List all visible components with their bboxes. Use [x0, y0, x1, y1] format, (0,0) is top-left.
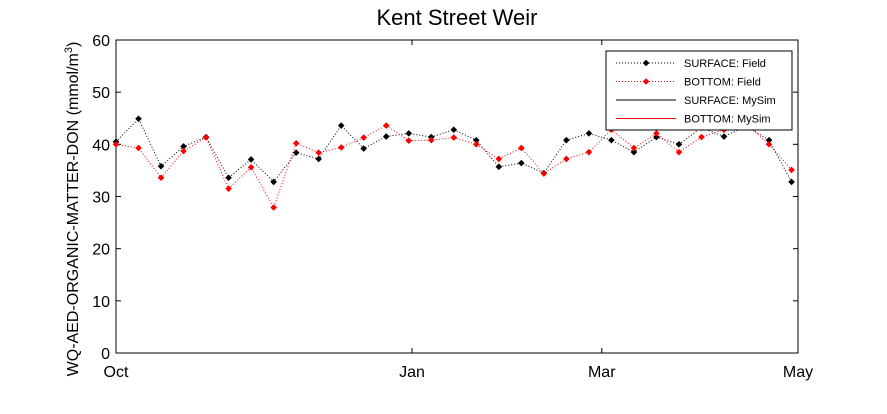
- series-0-point: [247, 156, 255, 163]
- y-tick-label: 10: [92, 294, 110, 311]
- series-1-point: [382, 122, 390, 129]
- series-1-point: [337, 144, 345, 151]
- series-1-point: [225, 185, 232, 192]
- series-1-point: [157, 174, 165, 182]
- series-1-point: [315, 149, 322, 156]
- series-1-point: [675, 148, 683, 156]
- series-1-point: [292, 139, 300, 147]
- series-0-point: [270, 178, 277, 186]
- series-0-point: [630, 148, 638, 156]
- series-0-point: [450, 126, 458, 134]
- legend-label: BOTTOM: MySim: [684, 114, 771, 126]
- series-1-point: [540, 170, 548, 177]
- series-1-point: [450, 134, 458, 141]
- series-0-point: [225, 174, 232, 182]
- y-axis-label-text: WQ-AED-ORGANIC-MATTER-DON (mmol/m: [65, 53, 82, 376]
- legend-label: SURFACE: Field: [684, 58, 766, 70]
- series-0-point: [585, 130, 593, 137]
- svg-text:WQ-AED-ORGANIC-MATTER-DON (mmo: WQ-AED-ORGANIC-MATTER-DON (mmol/m3): [63, 42, 82, 377]
- y-axis-label-superscript: 3: [63, 47, 75, 53]
- series-1-point: [630, 144, 638, 152]
- series-1-point: [563, 155, 570, 163]
- series-1-point: [518, 144, 525, 152]
- series-0-point: [315, 155, 322, 163]
- legend-swatch-marker: [642, 59, 650, 67]
- series-0-point: [292, 149, 300, 156]
- x-tick-label: Jan: [399, 364, 425, 381]
- series-1-point: [765, 141, 773, 148]
- series-1-point: [427, 136, 435, 144]
- y-axis-label: WQ-AED-ORGANIC-MATTER-DON (mmol/m3): [63, 42, 82, 377]
- series-1-point: [495, 155, 503, 163]
- legend-label: BOTTOM: Field: [684, 77, 761, 89]
- series-0-point: [135, 115, 142, 123]
- series-0-point: [675, 141, 683, 148]
- x-ticks: Oct Jan Mar May: [104, 40, 813, 381]
- series-1-point: [653, 130, 660, 137]
- y-tick-label: 30: [92, 190, 110, 207]
- series-0-point: [563, 136, 570, 144]
- series-1-point: [112, 141, 120, 148]
- y-axis-label-close: ): [65, 42, 82, 47]
- y-tick-label: 20: [92, 242, 110, 259]
- y-tick-label: 40: [92, 137, 110, 154]
- series-1-point: [585, 148, 593, 156]
- series-1-point: [405, 137, 413, 144]
- series-1-point: [360, 134, 368, 141]
- y-ticks: 0 10 20 30 40 50 60: [92, 33, 798, 363]
- series-1-point: [135, 144, 142, 152]
- series-0-point: [653, 133, 660, 141]
- series-0-point: [495, 163, 503, 171]
- x-tick-label: Mar: [588, 364, 616, 381]
- series-0-point: [788, 178, 795, 186]
- y-tick-label: 50: [92, 85, 110, 102]
- series-1-point: [180, 147, 187, 155]
- series-1-point: [270, 204, 277, 211]
- x-tick-label: May: [783, 364, 813, 381]
- series-1-point: [202, 134, 210, 141]
- series-0-point: [405, 130, 413, 137]
- chart-title: Kent Street Weir: [377, 5, 538, 30]
- series-1-point: [698, 133, 705, 141]
- series-0-point: [518, 159, 525, 167]
- series-0-point: [157, 162, 165, 170]
- series-0-point: [337, 122, 345, 129]
- y-tick-label: 0: [101, 346, 110, 363]
- series-1-point: [788, 166, 795, 174]
- legend: SURFACE: Field BOTTOM: Field SURFACE: MySi…: [605, 50, 793, 131]
- x-tick-label: Oct: [104, 364, 129, 381]
- legend-swatch-marker: [642, 78, 650, 85]
- series-0-point: [360, 145, 368, 152]
- series-1-point: [472, 141, 480, 148]
- series-0-point: [608, 136, 615, 144]
- y-tick-label: 60: [92, 33, 110, 50]
- legend-label: SURFACE: MySim: [684, 95, 776, 107]
- legend-box: [605, 50, 793, 131]
- series-0-point: [720, 133, 728, 140]
- series-1-point: [247, 163, 255, 171]
- series-0-point: [382, 133, 390, 140]
